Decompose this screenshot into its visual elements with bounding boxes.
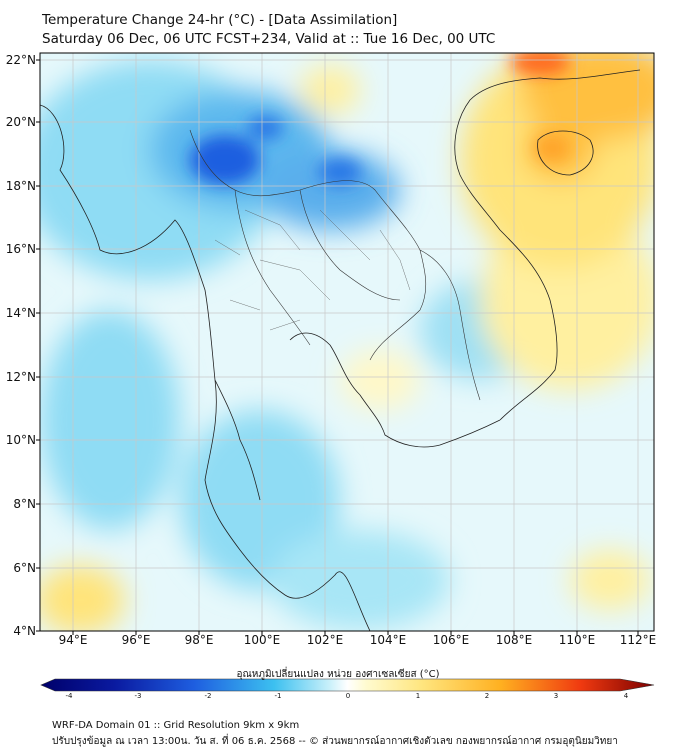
coastline-gulf [214, 332, 501, 501]
lat-label: 8°N [13, 497, 36, 511]
colorbar-tick: -2 [204, 692, 212, 700]
map-subtitle: Saturday 06 Dec, 06 UTC FCST+234, Valid … [42, 31, 496, 47]
lon-label: 108°E [495, 633, 533, 647]
colorbar [40, 678, 655, 692]
gridlines [40, 53, 654, 631]
colorbar-gradient [40, 678, 655, 692]
colorbar-title: อุณหภูมิเปลี่ยนแปลง หน่วย องศาเซลเซียส (… [236, 669, 440, 680]
lon-label: 104°E [369, 633, 407, 647]
lat-label: 18°N [5, 179, 36, 193]
colorbar-tick: 1 [415, 692, 421, 700]
colorbar-tick: 2 [484, 692, 490, 700]
lat-label: 10°N [5, 433, 36, 447]
colorbar-tick: -3 [134, 692, 142, 700]
colorbar-tick: 4 [623, 692, 629, 700]
lat-label: 14°N [5, 306, 36, 320]
lon-label: 102°E [306, 633, 344, 647]
hainan-island [537, 130, 594, 176]
lon-label: 110°E [558, 633, 596, 647]
coastline-vietnam [454, 69, 641, 421]
footer-domain-info: WRF-DA Domain 01 :: Grid Resolution 9km … [52, 720, 300, 731]
lat-label: 12°N [5, 370, 36, 384]
colorbar-tick: -1 [274, 692, 282, 700]
coastlines-and-borders [40, 69, 641, 631]
lat-label: 4°N [13, 624, 36, 638]
lat-label: 20°N [5, 115, 36, 129]
lon-label: 96°E [121, 633, 151, 647]
temperature-field [40, 53, 654, 631]
colorbar-tick: 0 [345, 692, 351, 700]
colorbar-tick: -4 [65, 692, 73, 700]
lon-label: 100°E [243, 633, 281, 647]
lat-label: 22°N [5, 53, 36, 67]
map-title: Temperature Change 24-hr (°C) - [Data As… [42, 12, 398, 28]
border-lines [189, 129, 481, 401]
map-frame [39, 52, 655, 632]
inner-borders [214, 209, 411, 331]
coastline-mainland [40, 104, 371, 631]
lon-label: 94°E [58, 633, 88, 647]
colorbar-tick: 3 [553, 692, 559, 700]
lat-label: 6°N [13, 561, 36, 575]
lon-label: 112°E [619, 633, 657, 647]
lat-label: 16°N [5, 242, 36, 256]
footer-credit: ปรับปรุงข้อมูล ณ เวลา 13:00น. วัน ส. ที่… [52, 736, 618, 747]
lon-label: 98°E [184, 633, 214, 647]
lon-label: 106°E [432, 633, 470, 647]
